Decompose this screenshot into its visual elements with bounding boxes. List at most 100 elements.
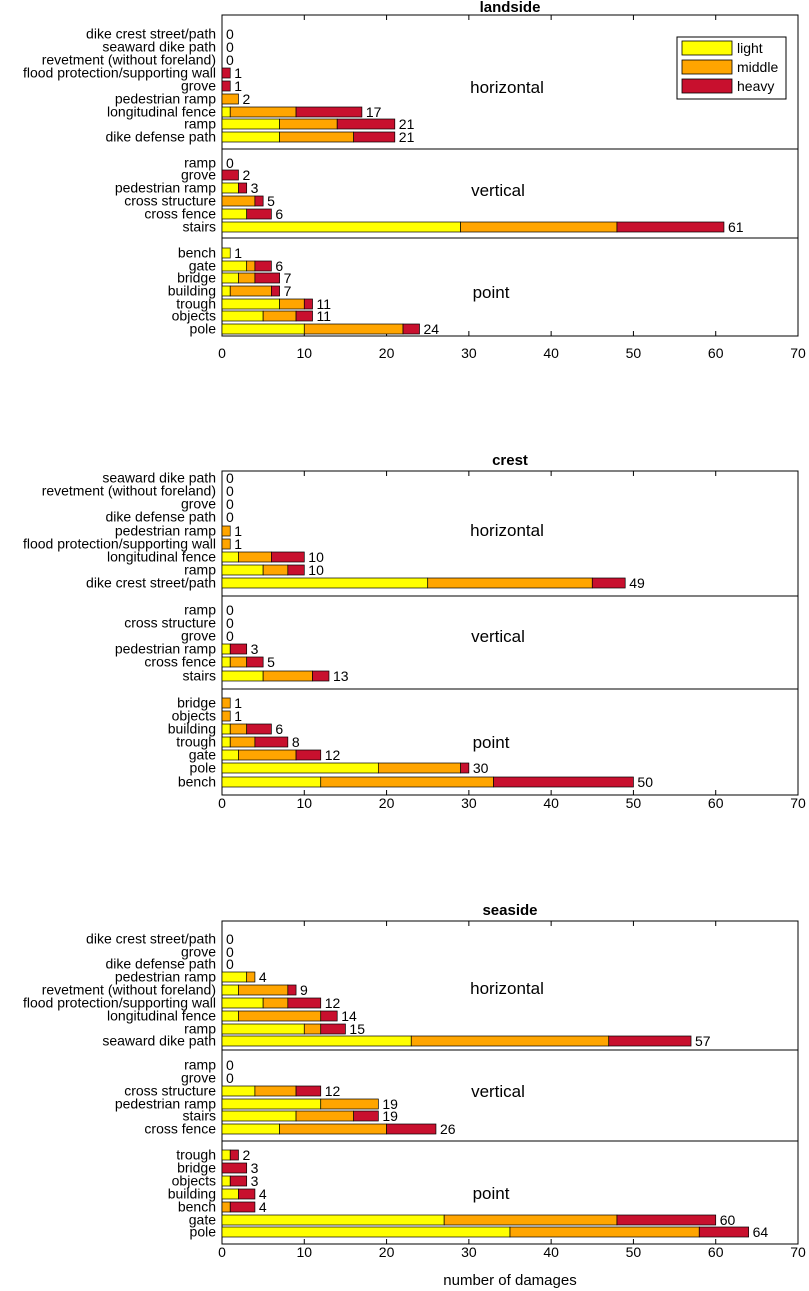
- x-tick-label: 60: [708, 345, 724, 361]
- bar-total-label: 6: [275, 206, 283, 222]
- bar-segment-middle: [262, 310, 297, 322]
- bar-segment-middle: [221, 195, 256, 207]
- chart-title: crest: [492, 452, 528, 469]
- category-label: trough: [176, 734, 216, 750]
- bar-segment-heavy: [287, 984, 297, 996]
- bar-segment-light: [221, 564, 264, 576]
- x-tick-label: 0: [218, 795, 226, 811]
- bar-segment-middle: [303, 323, 404, 335]
- bar-total-label: 21: [399, 129, 415, 145]
- x-tick-label: 0: [218, 1244, 226, 1260]
- category-label: cross structure: [124, 1083, 216, 1099]
- x-tick-label: 50: [626, 1244, 642, 1260]
- category-label: grove: [181, 944, 216, 960]
- bar-segment-light: [221, 1175, 231, 1187]
- bar-segment-heavy: [295, 106, 363, 118]
- category-label: stairs: [183, 219, 216, 235]
- bar-segment-middle: [320, 776, 494, 788]
- category-label: building: [168, 721, 216, 737]
- x-tick-label: 20: [379, 1244, 395, 1260]
- bar-segment-light: [221, 776, 322, 788]
- bar-total-label: 2: [242, 91, 250, 107]
- bar-total-label: 6: [275, 721, 283, 737]
- x-tick-label: 50: [626, 795, 642, 811]
- bar-total-label: 0: [226, 956, 234, 972]
- bar-total-label: 5: [267, 654, 275, 670]
- bar-total-label: 60: [720, 1212, 736, 1228]
- category-label: grove: [181, 496, 216, 512]
- category-label: pedestrian ramp: [115, 969, 216, 985]
- bar-segment-middle: [427, 577, 593, 589]
- category-label: pedestrian ramp: [115, 180, 216, 196]
- bar-segment-light: [221, 736, 231, 748]
- bar-segment-light: [221, 182, 239, 194]
- category-label: ramp: [184, 116, 216, 132]
- bar-segment-heavy: [320, 1023, 346, 1035]
- category-label: ramp: [184, 602, 216, 618]
- bar-segment-light: [221, 1023, 305, 1035]
- bar-segment-heavy: [295, 1085, 322, 1097]
- bar-total-label: 0: [226, 615, 234, 631]
- legend-label-heavy: heavy: [737, 78, 774, 94]
- x-axis-label: number of damages: [443, 1272, 576, 1289]
- bar-total-label: 17: [366, 104, 382, 120]
- bar-total-label: 3: [251, 1173, 259, 1189]
- x-tick-label: 60: [708, 795, 724, 811]
- category-label: dike crest street/path: [86, 26, 216, 42]
- x-tick-label: 30: [461, 795, 477, 811]
- legend-swatch-heavy: [681, 78, 733, 94]
- category-label: bridge: [177, 270, 216, 286]
- category-label: cross structure: [124, 615, 216, 631]
- bar-segment-heavy: [238, 182, 248, 194]
- bar-total-label: 0: [226, 155, 234, 171]
- category-label: dike defense path: [105, 129, 216, 145]
- group-label: point: [473, 733, 510, 752]
- bar-total-label: 0: [226, 931, 234, 947]
- bar-segment-light: [221, 656, 231, 668]
- bar-total-label: 1: [234, 536, 242, 552]
- category-label: cross fence: [144, 206, 216, 222]
- bar-total-label: 1: [234, 65, 242, 81]
- bar-segment-light: [221, 971, 248, 983]
- bar-total-label: 61: [728, 219, 744, 235]
- bar-total-label: 7: [284, 270, 292, 286]
- category-label: grove: [181, 78, 216, 94]
- category-label: longitudinal fence: [107, 104, 216, 120]
- category-label: pedestrian ramp: [115, 523, 216, 539]
- bar-total-label: 26: [440, 1121, 456, 1137]
- bar-total-label: 0: [226, 1057, 234, 1073]
- legend-label-middle: middle: [737, 59, 778, 75]
- bar-segment-middle: [262, 670, 313, 682]
- bar-total-label: 24: [423, 321, 439, 337]
- bar-segment-light: [221, 1226, 511, 1238]
- bar-total-label: 14: [341, 1008, 357, 1024]
- category-label: bridge: [177, 695, 216, 711]
- bar-total-label: 7: [284, 283, 292, 299]
- category-label: bridge: [177, 1160, 216, 1176]
- bar-segment-middle: [238, 1010, 322, 1022]
- bar-total-label: 1: [234, 78, 242, 94]
- x-tick-label: 0: [218, 345, 226, 361]
- group-label: vertical: [471, 627, 525, 646]
- legend-swatch-middle: [681, 59, 733, 75]
- bar-segment-heavy: [254, 272, 280, 284]
- bar-total-label: 50: [637, 774, 653, 790]
- group-label: point: [473, 283, 510, 302]
- category-label: cross fence: [144, 1121, 216, 1137]
- bar-total-label: 1: [234, 695, 242, 711]
- bar-segment-light: [221, 1085, 256, 1097]
- legend-swatch-light: [681, 40, 733, 56]
- bar-segment-heavy: [254, 195, 264, 207]
- bar-segment-middle: [229, 736, 256, 748]
- bar-total-label: 0: [226, 470, 234, 486]
- bar-segment-light: [221, 106, 231, 118]
- bar-total-label: 19: [382, 1096, 398, 1112]
- bar-segment-middle: [221, 93, 239, 105]
- category-label: pole: [190, 321, 217, 337]
- bar-total-label: 9: [300, 982, 308, 998]
- bar-segment-light: [221, 208, 248, 220]
- bar-segment-middle: [443, 1214, 618, 1226]
- bar-total-label: 11: [317, 296, 332, 312]
- bar-segment-light: [221, 749, 239, 761]
- bar-segment-heavy: [336, 118, 396, 130]
